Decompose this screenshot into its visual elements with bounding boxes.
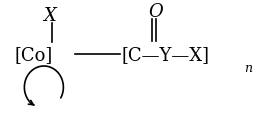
Text: X: X <box>43 7 56 25</box>
Text: n: n <box>244 62 253 75</box>
Text: O: O <box>148 3 163 21</box>
Text: [Co]: [Co] <box>15 46 53 64</box>
Text: [C—Y—X]: [C—Y—X] <box>122 46 210 64</box>
